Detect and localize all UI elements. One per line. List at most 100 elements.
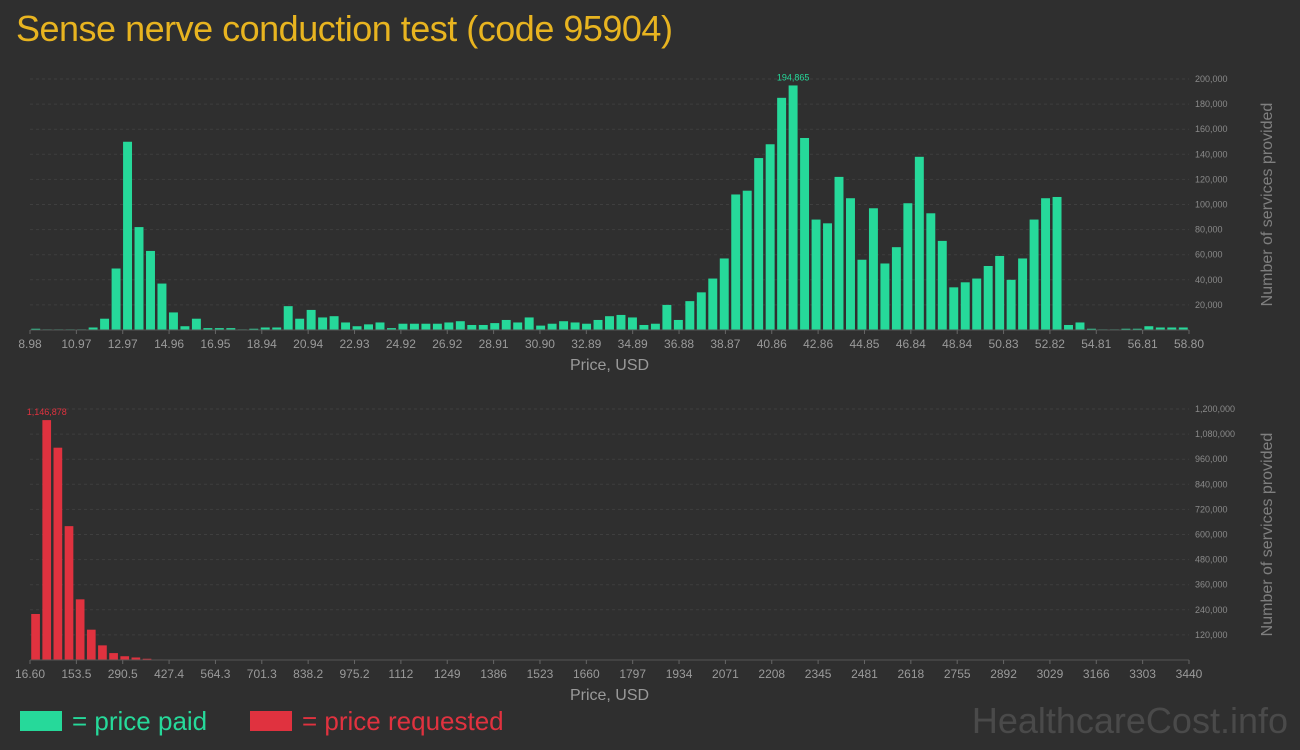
bar xyxy=(203,328,213,330)
bar xyxy=(685,301,695,330)
bar xyxy=(1075,322,1085,330)
legend-requested-label: = price requested xyxy=(302,705,504,736)
bar xyxy=(960,282,970,330)
bar xyxy=(903,203,913,330)
bar xyxy=(249,328,259,330)
x-tick-label: 427.4 xyxy=(154,667,184,681)
x-tick-label: 24.92 xyxy=(386,337,416,351)
x-tick-label: 12.97 xyxy=(108,337,138,351)
x-tick-label: 1386 xyxy=(480,667,507,681)
bar xyxy=(134,227,144,330)
y-tick-label: 160,000 xyxy=(1195,124,1228,134)
bar xyxy=(972,278,982,330)
y-axis-label: Number of services provided xyxy=(1259,433,1276,637)
x-tick-label: 2071 xyxy=(712,667,739,681)
bar xyxy=(142,658,152,660)
bar xyxy=(1041,198,1051,330)
y-tick-label: 200,000 xyxy=(1195,74,1228,84)
y-tick-label: 1,080,000 xyxy=(1195,429,1235,439)
x-tick-label: 1523 xyxy=(527,667,554,681)
bar xyxy=(120,656,130,660)
x-tick-label: 34.89 xyxy=(618,337,648,351)
bar xyxy=(272,327,282,330)
bar xyxy=(914,156,924,330)
y-tick-label: 720,000 xyxy=(1195,504,1228,514)
y-tick-label: 20,000 xyxy=(1195,300,1223,310)
x-tick-label: 1797 xyxy=(619,667,646,681)
bar xyxy=(811,219,821,330)
bar xyxy=(1052,196,1062,330)
price-requested-chart: 120,000 240,000 360,000 480,000 600,000 720,0… xyxy=(15,404,1276,704)
bar xyxy=(788,85,798,330)
bar xyxy=(1006,279,1016,330)
bar xyxy=(593,319,603,330)
bar xyxy=(627,317,637,330)
bar xyxy=(88,327,98,330)
y-tick-label: 960,000 xyxy=(1195,454,1228,464)
y-tick-label: 60,000 xyxy=(1195,250,1223,260)
legend-requested-swatch xyxy=(250,711,292,731)
x-tick-label: 20.94 xyxy=(293,337,323,351)
bar xyxy=(64,526,74,660)
x-tick-label: 36.88 xyxy=(664,337,694,351)
bar xyxy=(834,176,844,330)
x-tick-label: 48.84 xyxy=(942,337,972,351)
bar xyxy=(444,322,454,330)
x-tick-label: 46.84 xyxy=(896,337,926,351)
bar xyxy=(868,208,878,330)
bar xyxy=(191,318,201,330)
bar xyxy=(180,326,190,330)
bar xyxy=(662,304,672,330)
y-tick-label: 140,000 xyxy=(1195,149,1228,159)
bar xyxy=(731,194,741,330)
x-tick-label: 3029 xyxy=(1037,667,1064,681)
y-tick-label: 100,000 xyxy=(1195,200,1228,210)
bar xyxy=(639,324,649,330)
bar xyxy=(478,324,488,330)
bar xyxy=(926,213,936,330)
bar xyxy=(86,629,96,660)
bar xyxy=(513,322,523,330)
x-tick-label: 56.81 xyxy=(1128,337,1158,351)
bar xyxy=(536,325,546,330)
bar xyxy=(995,255,1005,330)
x-tick-label: 2755 xyxy=(944,667,971,681)
bar xyxy=(100,318,110,330)
bar xyxy=(75,599,85,660)
x-tick-label: 26.92 xyxy=(432,337,462,351)
bar xyxy=(123,141,133,330)
bar xyxy=(318,317,328,330)
page-title: Sense nerve conduction test (code 95904) xyxy=(16,8,673,49)
bar xyxy=(53,447,63,660)
x-tick-label: 16.60 xyxy=(15,667,45,681)
bar xyxy=(524,317,534,330)
x-tick-label: 44.85 xyxy=(849,337,879,351)
x-tick-label: 10.97 xyxy=(61,337,91,351)
x-tick-label: 3440 xyxy=(1176,667,1203,681)
bar xyxy=(386,328,396,330)
bar xyxy=(501,319,511,330)
bar xyxy=(31,613,40,660)
bar xyxy=(1018,258,1028,330)
x-tick-label: 2618 xyxy=(897,667,924,681)
x-tick-label: 32.89 xyxy=(571,337,601,351)
x-tick-label: 838.2 xyxy=(293,667,323,681)
bar xyxy=(260,327,270,330)
bar xyxy=(891,247,901,330)
bar xyxy=(1178,327,1188,330)
bar xyxy=(341,322,351,330)
bar xyxy=(559,321,569,330)
bar xyxy=(765,144,775,330)
y-axis-label: Number of services provided xyxy=(1259,103,1276,307)
bar xyxy=(295,318,305,330)
bar xyxy=(1132,328,1142,330)
bar xyxy=(742,190,752,330)
legend-paid-swatch xyxy=(20,711,62,731)
x-tick-label: 564.3 xyxy=(200,667,230,681)
x-tick-label: 28.91 xyxy=(479,337,509,351)
legend-paid-label: = price paid xyxy=(72,705,208,736)
bar xyxy=(650,323,660,330)
y-tick-label: 600,000 xyxy=(1195,530,1228,540)
bar xyxy=(616,314,626,330)
y-tick-label: 480,000 xyxy=(1195,555,1228,565)
